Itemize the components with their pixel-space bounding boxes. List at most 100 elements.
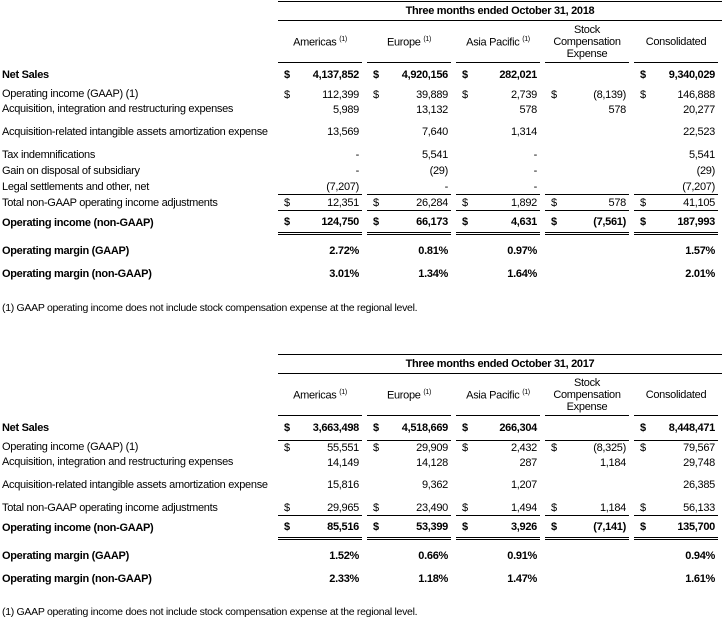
column-header: Europe (1): [367, 374, 451, 416]
value-cell: 0.97%: [456, 240, 540, 262]
value: 0.66%: [418, 550, 448, 562]
value-cell: 578: [456, 102, 540, 117]
row-label: Gain on disposal of subsidiary: [2, 164, 140, 177]
value-cell: $146,888: [634, 87, 718, 102]
value: 5,541: [688, 149, 715, 161]
row-label: Operating income (non-GAAP): [2, 216, 154, 229]
value: -: [533, 165, 538, 177]
currency-symbol: $: [640, 88, 646, 101]
currency-symbol: $: [640, 422, 646, 434]
value-cell: 14,149: [278, 455, 362, 470]
value-cell: 0.94%: [634, 545, 718, 567]
table-row: Operating margin (non-GAAP) 2.33% 1.18% 1.4…: [0, 567, 726, 591]
value: 22,523: [683, 126, 715, 138]
currency-symbol: $: [462, 88, 468, 101]
currency-symbol: $: [462, 422, 468, 434]
currency-symbol: $: [284, 196, 290, 209]
value-cell: $55,551: [278, 440, 362, 455]
value: -: [533, 180, 538, 193]
value-cell: 5,541: [634, 147, 718, 163]
currency-symbol: $: [640, 196, 646, 209]
currency-symbol: $: [551, 215, 557, 228]
row-label: Total non-GAAP operating income adjustme…: [2, 501, 218, 514]
row-label: Acquisition-related intangible assets am…: [2, 125, 268, 138]
value: 0.91%: [507, 550, 537, 562]
value-cell: 578: [545, 102, 629, 117]
value-cell: 7,640: [367, 117, 451, 147]
column-header: Consolidated: [634, 21, 718, 63]
value-cell: (7,207): [634, 179, 718, 195]
value-cell: 26,385: [634, 470, 718, 500]
currency-symbol: $: [373, 422, 379, 434]
table-row: Acquisition, integration and restructuri…: [0, 455, 726, 470]
value: 7,640: [421, 126, 448, 138]
column-header-label: Americas: [293, 36, 337, 49]
value-cell: 2.33%: [278, 567, 362, 591]
value: 1,892: [510, 196, 537, 209]
value-cell: 13,569: [278, 117, 362, 147]
table-row: Tax indemnifications - 5,541 - 5,541: [0, 147, 726, 163]
value-cell: 13,132: [367, 102, 451, 117]
table-row: Gain on disposal of subsidiary - (29) - (29): [0, 163, 726, 179]
value: 282,021: [499, 69, 537, 81]
value: -: [533, 149, 538, 161]
value-cell: [545, 63, 629, 87]
currency-symbol: $: [462, 196, 468, 209]
value: (8,325): [593, 442, 626, 454]
value: (29): [429, 165, 449, 177]
currency-symbol: $: [284, 215, 290, 228]
currency-symbol: $: [551, 501, 557, 514]
row-label: Operating income (GAAP) (1): [2, 88, 139, 100]
value: 29,965: [327, 501, 359, 514]
column-header-label: Asia Pacific: [466, 36, 520, 49]
value: 1.34%: [418, 268, 448, 280]
value-cell: [545, 240, 629, 262]
value-cell: 3.01%: [278, 262, 362, 286]
value-cell: $29,965: [278, 500, 362, 516]
column-header: Stock Compensation Expense: [545, 21, 629, 63]
row-label: Operating margin (non-GAAP): [2, 267, 152, 280]
value: 4,920,156: [401, 69, 449, 81]
value: 1.57%: [685, 245, 715, 257]
value: -: [355, 165, 360, 177]
value: 1,207: [510, 479, 537, 491]
currency-symbol: $: [284, 442, 290, 454]
value-cell: $4,137,852: [278, 63, 362, 87]
value-cell: [545, 262, 629, 286]
currency-symbol: $: [640, 69, 646, 81]
value-cell: $ (8,325): [545, 440, 629, 455]
value: 578: [608, 196, 627, 209]
period-title: Three months ended October 31, 2018: [278, 1, 722, 21]
row-label: Operating margin (GAAP): [2, 244, 129, 257]
value: 53,399: [416, 520, 448, 533]
value-cell: $112,399: [278, 87, 362, 102]
value: 2.01%: [685, 268, 715, 280]
value: 4,631: [510, 215, 537, 228]
value: 2,432: [510, 442, 537, 454]
value-cell: 1,314: [456, 117, 540, 147]
value-cell: 5,989: [278, 102, 362, 117]
column-header-label: Consolidated: [645, 35, 707, 48]
value: (29): [696, 165, 716, 177]
value: 1.47%: [507, 573, 537, 585]
currency-symbol: $: [551, 88, 557, 101]
value-cell: [545, 163, 629, 179]
value: 26,385: [683, 479, 715, 491]
value-cell: $4,518,669: [367, 416, 451, 440]
value-cell: $26,284: [367, 195, 451, 211]
value-cell: $2,739: [456, 87, 540, 102]
value: 66,173: [416, 215, 448, 228]
row-label: Acquisition, integration and restructuri…: [2, 456, 234, 468]
value-cell: $ (7,561): [545, 211, 629, 235]
value-cell: [545, 545, 629, 567]
value-cell: 1,184: [545, 455, 629, 470]
value-cell: (7,207): [278, 179, 362, 195]
value: 135,700: [677, 520, 715, 533]
value-cell: (29): [634, 163, 718, 179]
value: 5,989: [332, 103, 359, 116]
currency-symbol: $: [284, 422, 290, 434]
row-label: Operating margin (GAAP): [2, 549, 129, 562]
value-cell: $1,494: [456, 500, 540, 516]
value: (7,207): [326, 180, 359, 193]
value-cell: 2.72%: [278, 240, 362, 262]
